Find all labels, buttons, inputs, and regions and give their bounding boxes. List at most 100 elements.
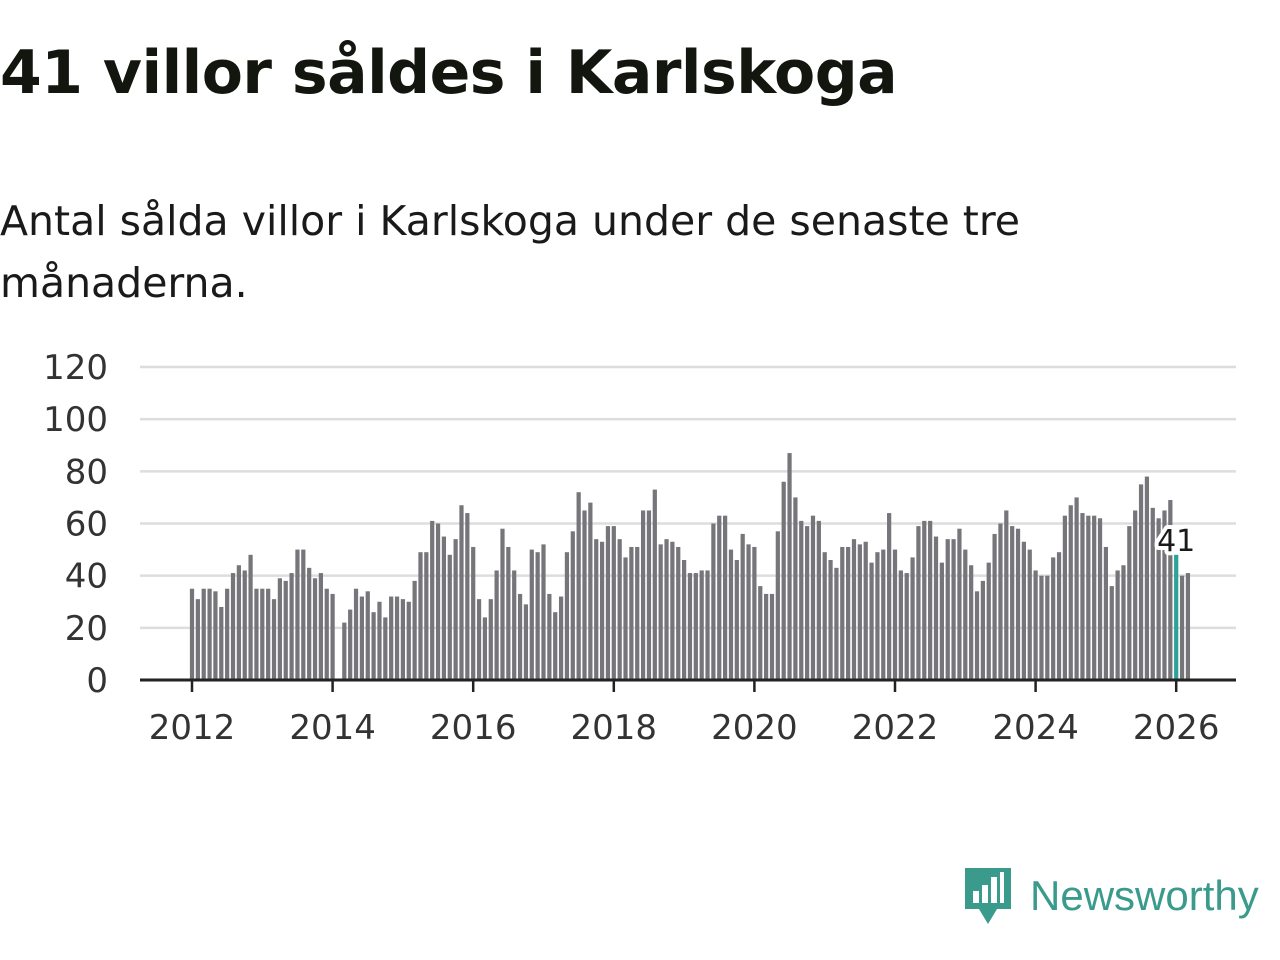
x-tick-label: 2014 — [289, 708, 376, 748]
bar — [1097, 518, 1103, 680]
bar — [775, 531, 780, 680]
bar — [945, 539, 950, 680]
bar — [1144, 476, 1150, 680]
bar — [353, 588, 359, 680]
bar — [1127, 526, 1132, 680]
bar — [787, 453, 792, 680]
bar — [605, 526, 611, 680]
bar — [260, 588, 265, 680]
value-labels: 41 — [1153, 520, 1199, 563]
bar — [781, 481, 786, 680]
bar — [564, 552, 570, 680]
bar — [846, 546, 851, 680]
bar — [664, 539, 669, 680]
bar — [236, 565, 241, 680]
bar — [740, 533, 745, 680]
bar — [494, 570, 499, 680]
bar — [810, 515, 816, 680]
bar — [476, 599, 482, 680]
bar — [676, 546, 681, 680]
bar — [471, 546, 476, 680]
bar — [1045, 575, 1050, 680]
x-tick-label: 2020 — [711, 708, 798, 748]
bar — [189, 588, 195, 680]
bar — [998, 523, 1003, 680]
bar — [928, 520, 933, 680]
bar — [1086, 515, 1091, 680]
bar — [933, 536, 939, 680]
bar — [658, 544, 663, 680]
bar — [599, 541, 605, 680]
bar — [430, 520, 435, 680]
y-tick-label: 80 — [65, 452, 108, 492]
bar — [617, 539, 622, 680]
bar — [213, 591, 218, 680]
bar — [723, 515, 728, 680]
bar — [558, 596, 564, 680]
bar — [254, 588, 259, 680]
bar — [394, 596, 400, 680]
bar — [986, 562, 991, 681]
bar — [412, 580, 417, 680]
bar — [482, 617, 488, 680]
bar — [400, 599, 406, 680]
bar — [1080, 513, 1085, 680]
newsworthy-logo: Newsworthy — [962, 864, 1259, 928]
bar — [418, 552, 423, 680]
bar — [646, 510, 652, 680]
bar — [963, 549, 968, 680]
bar — [201, 588, 206, 680]
y-tick-label: 20 — [65, 609, 108, 649]
bar — [435, 523, 441, 680]
bar — [248, 554, 253, 680]
bar — [383, 617, 388, 680]
bar — [225, 588, 230, 680]
bar — [1010, 526, 1015, 680]
brand-name: Newsworthy — [1030, 872, 1259, 919]
bar — [576, 492, 581, 680]
y-axis-labels: 0 20 40 60 80 100 120 — [43, 348, 108, 701]
bar — [570, 531, 575, 680]
bar — [840, 546, 845, 680]
bar — [980, 580, 985, 680]
bar — [640, 510, 646, 680]
bar — [1068, 505, 1073, 680]
bar — [705, 570, 710, 680]
x-tick-label: 2018 — [571, 708, 658, 748]
bar — [746, 544, 751, 680]
highlight-bar — [1174, 554, 1179, 680]
y-tick-label: 40 — [65, 557, 108, 597]
bar — [207, 588, 212, 680]
bar — [301, 549, 306, 680]
bar — [611, 526, 616, 680]
bar — [266, 588, 271, 680]
bar — [541, 544, 546, 680]
bar — [517, 593, 523, 680]
x-tick-label: 2012 — [149, 708, 236, 748]
bar — [623, 557, 628, 680]
bar — [1004, 510, 1009, 680]
bar — [951, 539, 956, 680]
bar — [1039, 575, 1044, 680]
bar — [629, 546, 634, 680]
bar — [1033, 570, 1038, 680]
bar — [1138, 484, 1144, 681]
bar — [635, 546, 640, 680]
bar — [699, 570, 704, 680]
bar — [365, 591, 370, 680]
page-subtitle: Antal sålda villor i Karlskoga under de … — [0, 197, 1021, 307]
bar — [758, 586, 763, 680]
bar — [318, 573, 323, 680]
bar — [295, 549, 300, 680]
bar — [869, 562, 874, 681]
bar — [992, 533, 997, 680]
value-label: 41 — [1157, 524, 1195, 559]
bar — [892, 549, 898, 680]
bar — [717, 515, 722, 680]
bar — [377, 601, 382, 680]
bar — [734, 560, 739, 680]
bar — [441, 536, 447, 680]
bar — [652, 489, 657, 680]
bar-chart: 0 20 40 60 80 100 120 2012 2014 2016 2018 2020 2022… — [43, 348, 1236, 748]
bar — [851, 539, 857, 680]
